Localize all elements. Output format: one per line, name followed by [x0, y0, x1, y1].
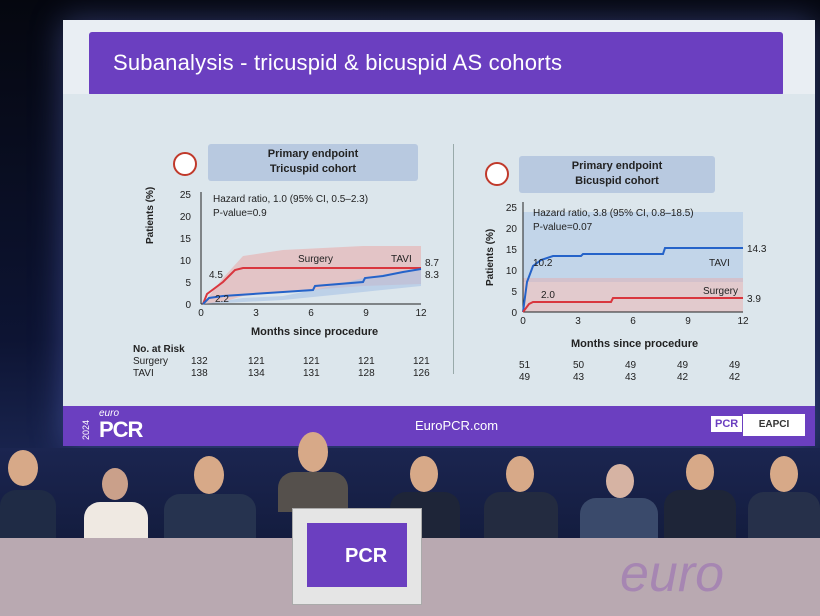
left-label-tavi: TAVI: [391, 254, 412, 265]
right-xtick-3: 3: [575, 316, 581, 327]
risk-header: No. at Risk: [133, 344, 185, 355]
left-xtick-6: 6: [308, 308, 314, 318]
right-ytick-20: 20: [506, 224, 518, 235]
slide-footer: 2024 euro PCR EuroPCR.com PCR EAPCI: [63, 406, 815, 446]
right-title-line1: Primary endpoint: [571, 160, 663, 172]
left-ytick-25: 25: [180, 190, 192, 201]
left-xlabel: Months since procedure: [251, 326, 379, 338]
valve-icon: [173, 152, 197, 176]
risk-surgery-2: 121: [303, 356, 320, 367]
risk-surgery-4: 121: [413, 356, 430, 367]
podium-screen: PCR: [307, 523, 407, 587]
slide-body: Primary endpoint Tricuspid cohort 0 5 10…: [63, 94, 815, 406]
panelist: [0, 450, 60, 540]
left-title-line2: Tricuspid cohort: [269, 163, 357, 175]
left-xtick-12: 12: [415, 308, 427, 318]
left-ytick-20: 20: [180, 212, 192, 223]
panelist: [80, 468, 150, 540]
risk-surgery-label: Surgery: [133, 356, 169, 367]
right-risk-surgery-0: 51: [519, 360, 531, 371]
panelist: [580, 464, 660, 540]
panelist: [160, 456, 260, 540]
left-ytick-5: 5: [185, 278, 191, 289]
left-title-line1: Primary endpoint: [267, 148, 359, 160]
right-pvalue: P-value=0.07: [533, 222, 593, 233]
panelist: [278, 432, 348, 512]
right-xtick-0: 0: [520, 316, 526, 327]
podium-pcr-logo: PCR: [345, 545, 388, 567]
risk-tavi-4: 126: [413, 368, 430, 379]
right-xtick-6: 6: [630, 316, 636, 327]
left-end-tavi: 8.3: [425, 270, 439, 281]
podium: PCR: [292, 508, 422, 605]
bicuspid-km-chart: 0 5 10 15 20 25 0 3 6 9 12 TAVI Surgery …: [506, 202, 767, 327]
banner-euro-text: euro: [620, 545, 725, 603]
right-risk-tavi-1: 43: [573, 372, 585, 383]
risk-surgery-3: 121: [358, 356, 375, 367]
left-ylabel: Patients (%): [145, 186, 156, 244]
valve-icon: [485, 162, 509, 186]
pcr-partner-logo: PCR: [711, 416, 743, 432]
risk-surgery-0: 132: [191, 356, 208, 367]
right-early-tavi: 10.2: [533, 258, 553, 269]
panelist: [664, 454, 738, 540]
left-xtick-3: 3: [253, 308, 259, 318]
left-xtick-0: 0: [198, 308, 204, 318]
right-early-surgery: 2.0: [541, 290, 555, 301]
panelist: [748, 456, 820, 540]
right-label-tavi: TAVI: [709, 258, 730, 269]
footer-url: EuroPCR.com: [415, 418, 499, 433]
right-xlabel: Months since procedure: [571, 338, 699, 350]
right-risk-surgery-4: 49: [729, 360, 741, 371]
left-ytick-15: 15: [180, 234, 192, 245]
risk-tavi-0: 138: [191, 368, 208, 379]
right-risk-tavi-0: 49: [519, 372, 531, 383]
panel-divider: [453, 144, 454, 374]
left-early-tavi: 2.2: [215, 294, 229, 305]
right-xtick-9: 9: [685, 316, 691, 327]
right-risk-surgery-2: 49: [625, 360, 637, 371]
projection-screen: Subanalysis - tricuspid & bicuspid AS co…: [63, 20, 815, 446]
right-risk-tavi-4: 42: [729, 372, 741, 383]
europcr-logo: PCR: [99, 417, 143, 442]
right-ytick-10: 10: [506, 266, 518, 277]
right-ytick-0: 0: [511, 308, 517, 319]
right-ylabel: Patients (%): [485, 228, 496, 286]
right-risk-tavi-2: 43: [625, 372, 637, 383]
right-risk-surgery-3: 49: [677, 360, 689, 371]
slide-title: Subanalysis - tricuspid & bicuspid AS co…: [113, 50, 563, 75]
left-pvalue: P-value=0.9: [213, 208, 267, 219]
right-panel-title: Primary endpoint Bicuspid cohort: [519, 156, 715, 193]
tricuspid-km-chart: 0 5 10 15 20 25 0 3 6 9 12 Surgery TAVI …: [180, 190, 439, 318]
right-ytick-5: 5: [511, 287, 517, 298]
right-end-surgery: 3.9: [747, 294, 761, 305]
risk-tavi-label: TAVI: [133, 368, 154, 379]
right-ytick-25: 25: [506, 203, 518, 214]
right-ytick-15: 15: [506, 245, 518, 256]
right-risk-tavi-3: 42: [677, 372, 689, 383]
left-early-surgery: 4.5: [209, 270, 223, 281]
left-panel-title: Primary endpoint Tricuspid cohort: [208, 144, 418, 181]
panelist: [484, 456, 560, 540]
left-ytick-10: 10: [180, 256, 192, 267]
left-ytick-0: 0: [185, 300, 191, 311]
left-end-surgery: 8.7: [425, 258, 439, 269]
risk-tavi-2: 131: [303, 368, 320, 379]
left-hazard: Hazard ratio, 1.0 (95% CI, 0.5–2.3): [213, 194, 368, 205]
right-label-surgery: Surgery: [703, 286, 738, 297]
risk-tavi-3: 128: [358, 368, 375, 379]
right-xtick-12: 12: [737, 316, 749, 327]
logo-year: 2024: [81, 419, 91, 440]
right-risk-surgery-1: 50: [573, 360, 585, 371]
risk-tavi-1: 134: [248, 368, 265, 379]
right-hazard: Hazard ratio, 3.8 (95% CI, 0.8–18.5): [533, 208, 694, 219]
slide-header: Subanalysis - tricuspid & bicuspid AS co…: [89, 32, 783, 96]
right-title-line2: Bicuspid cohort: [575, 175, 659, 187]
eapci-logo: EAPCI: [743, 414, 805, 436]
left-label-surgery: Surgery: [298, 254, 333, 265]
right-end-tavi: 14.3: [747, 244, 767, 255]
logo-euro: euro: [99, 408, 120, 419]
risk-surgery-1: 121: [248, 356, 265, 367]
left-xtick-9: 9: [363, 308, 369, 318]
